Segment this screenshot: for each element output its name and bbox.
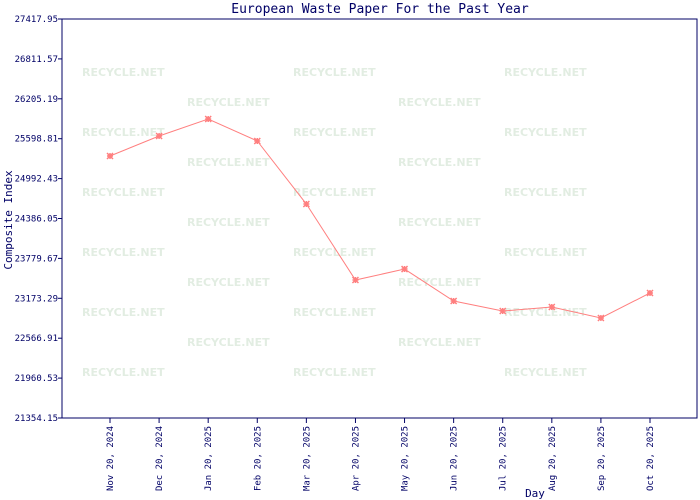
y-tick-label: 26205.19 [15, 95, 58, 105]
watermark: RECYCLE.NET [504, 186, 587, 199]
y-axis-title: Composite Index [2, 170, 15, 270]
point [450, 297, 458, 305]
watermark: RECYCLE.NET [398, 156, 481, 169]
watermark: RECYCLE.NET [82, 246, 165, 259]
x-tick-label: Oct 20, 2025 [646, 426, 656, 491]
x-axis-title: Day [525, 487, 545, 500]
point [401, 265, 409, 273]
y-tick-label: 26811.57 [15, 55, 58, 65]
point [253, 137, 261, 145]
watermark: RECYCLE.NET [82, 66, 165, 79]
point [302, 200, 310, 208]
watermark: RECYCLE.NET [293, 306, 376, 319]
watermark: RECYCLE.NET [398, 276, 481, 289]
y-tick-label: 22566.91 [15, 334, 58, 344]
watermark: RECYCLE.NET [82, 306, 165, 319]
watermark: RECYCLE.NET [293, 126, 376, 139]
watermark: RECYCLE.NET [293, 186, 376, 199]
x-tick-label: Sep 20, 2025 [597, 426, 607, 491]
watermark: RECYCLE.NET [504, 246, 587, 259]
y-tick-label: 25598.81 [15, 135, 58, 145]
watermark: RECYCLE.NET [82, 126, 165, 139]
x-tick-label: Jul 20, 2025 [499, 426, 509, 491]
point [204, 115, 212, 123]
line [109, 118, 651, 319]
watermark: RECYCLE.NET [504, 366, 587, 379]
watermark: RECYCLE.NET [187, 216, 270, 229]
watermark: RECYCLE.NET [187, 336, 270, 349]
point [499, 307, 507, 315]
y-tick-label: 23779.67 [15, 254, 58, 264]
watermark: RECYCLE.NET [398, 216, 481, 229]
watermark: RECYCLE.NET [187, 156, 270, 169]
y-tick-label: 23173.29 [15, 294, 58, 304]
x-tick-label: Jun 20, 2025 [450, 426, 460, 491]
y-tick-label: 24386.05 [15, 215, 58, 225]
y-tick-label: 24992.43 [15, 175, 58, 185]
x-tick-label: Aug 20, 2025 [548, 426, 558, 491]
watermark: RECYCLE.NET [82, 366, 165, 379]
point [597, 314, 605, 322]
watermark: RECYCLE.NET [187, 276, 270, 289]
x-tick-label: Jan 20, 2025 [204, 426, 214, 491]
x-tick-label: May 20, 2025 [401, 426, 411, 491]
y-tick-label: 27417.95 [15, 15, 58, 25]
point [106, 152, 114, 160]
y-tick-label: 21960.53 [15, 374, 58, 384]
point [646, 289, 654, 297]
x-tick-label: Feb 20, 2025 [253, 426, 263, 491]
point [548, 303, 556, 311]
watermark: RECYCLE.NET [504, 66, 587, 79]
watermark: RECYCLE.NET [504, 126, 587, 139]
x-tick-label: Dec 20, 2024 [155, 426, 165, 491]
point [155, 132, 163, 140]
y-tick-label: 21354.15 [15, 414, 58, 424]
x-tick-label: Nov 20, 2024 [106, 426, 116, 491]
watermark: RECYCLE.NET [293, 66, 376, 79]
watermark: RECYCLE.NET [293, 246, 376, 259]
x-tick-label: Mar 20, 2025 [302, 426, 312, 491]
x-tick-label: Apr 20, 2025 [351, 426, 361, 491]
point [351, 276, 359, 284]
watermark: RECYCLE.NET [82, 186, 165, 199]
watermark: RECYCLE.NET [293, 366, 376, 379]
chart-title: European Waste Paper For the Past Year [231, 2, 529, 17]
watermarks: RECYCLE.NET RECYCLE.NET RECYCLE.NET RECYCLE… [82, 66, 587, 379]
watermark: RECYCLE.NET [398, 96, 481, 109]
watermark: RECYCLE.NET [398, 336, 481, 349]
watermark: RECYCLE.NET [187, 96, 270, 109]
